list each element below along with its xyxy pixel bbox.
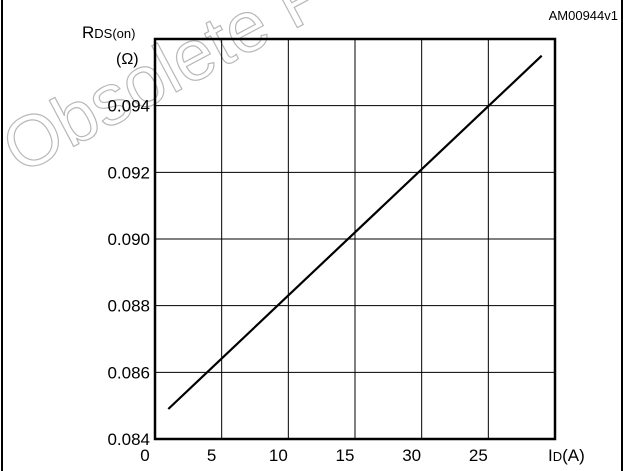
y-tick-label: 0.094 xyxy=(107,97,150,116)
y-tick-labels: 0.084 0.086 0.088 0.090 0.092 0.094 xyxy=(107,97,150,449)
series xyxy=(167,54,543,410)
x-tick-label: 30 xyxy=(402,446,421,465)
y-tick-label: 0.090 xyxy=(107,230,150,249)
y-axis-title-main: R xyxy=(82,23,94,42)
plot-area xyxy=(153,37,557,441)
y-tick-label: 0.092 xyxy=(107,163,150,182)
x-axis-title: ID(A) xyxy=(548,446,585,465)
y-tick-label: 0.084 xyxy=(107,430,150,449)
x-axis-title-sub: D xyxy=(553,449,562,464)
x-tick-label: 15 xyxy=(336,446,355,465)
y-axis-title: RDS(on) xyxy=(82,23,135,42)
series-line xyxy=(167,54,543,410)
x-axis-title-unit: (A) xyxy=(562,446,585,465)
y-tick-label: 0.086 xyxy=(107,363,150,382)
y-tick-label: 0.088 xyxy=(107,297,150,316)
y-axis-unit: (Ω) xyxy=(116,51,139,68)
x-tick-label: 0 xyxy=(140,446,149,465)
y-axis-title-sub: DS(on) xyxy=(94,26,135,41)
watermark: Obsolete P xyxy=(0,0,342,189)
x-tick-label: 25 xyxy=(469,446,488,465)
x-tick-label: 5 xyxy=(207,446,216,465)
figure-code: AM00944v1 xyxy=(549,8,618,23)
x-tick-labels: 0 5 10 15 30 25 xyxy=(140,446,488,465)
x-tick-label: 10 xyxy=(269,446,288,465)
x-axis-title-main: I xyxy=(548,446,553,465)
